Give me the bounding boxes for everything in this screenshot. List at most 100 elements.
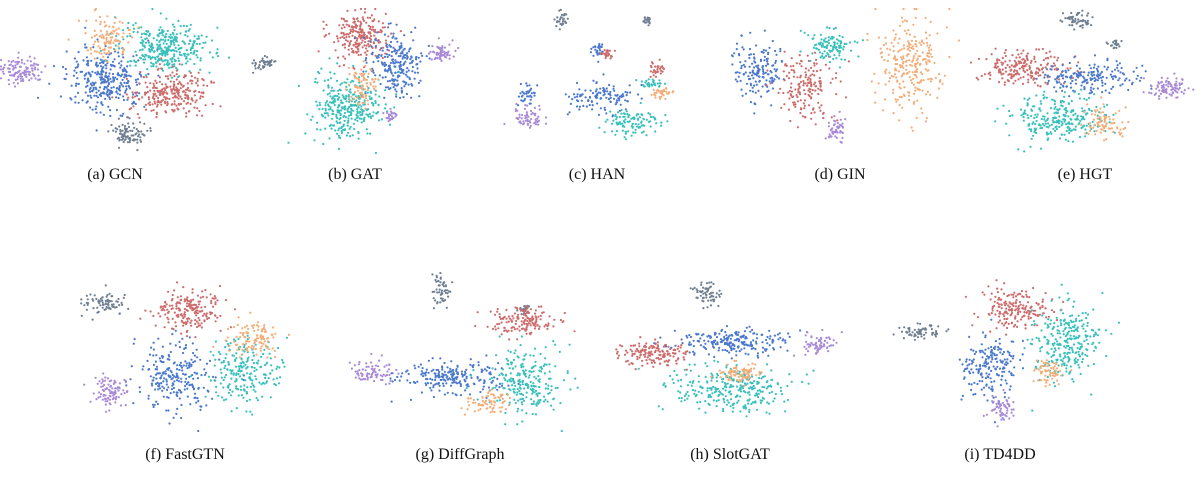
point	[200, 91, 203, 94]
point	[361, 112, 364, 115]
point	[928, 34, 931, 37]
point	[1063, 80, 1067, 83]
point	[1054, 105, 1057, 109]
point	[1037, 74, 1040, 77]
point	[156, 43, 159, 46]
point	[656, 89, 659, 92]
point	[525, 111, 528, 114]
point	[176, 364, 179, 367]
point	[1002, 104, 1005, 107]
point	[618, 99, 621, 102]
point	[204, 289, 207, 292]
point	[1116, 66, 1119, 69]
point	[538, 108, 541, 111]
point	[938, 73, 941, 76]
point	[649, 75, 652, 78]
point	[797, 90, 800, 94]
point	[427, 44, 430, 48]
point	[810, 112, 813, 115]
point	[164, 370, 167, 373]
point	[1124, 126, 1127, 129]
point	[207, 316, 210, 320]
point	[608, 97, 611, 100]
point	[614, 133, 617, 136]
point	[128, 136, 131, 139]
point	[140, 36, 143, 39]
point	[1063, 133, 1066, 136]
point	[375, 112, 378, 115]
point	[915, 76, 918, 79]
point	[832, 48, 835, 51]
point	[835, 136, 838, 139]
point	[85, 85, 88, 88]
point	[173, 63, 176, 66]
point	[126, 141, 130, 144]
point	[916, 87, 919, 90]
point	[892, 88, 895, 91]
point	[977, 78, 980, 81]
point	[818, 51, 822, 54]
point	[122, 38, 125, 41]
point	[1110, 75, 1113, 78]
point	[379, 48, 382, 51]
point	[1011, 54, 1014, 57]
point	[195, 314, 198, 317]
point	[901, 106, 904, 109]
point	[806, 78, 809, 81]
point	[339, 136, 342, 139]
point	[336, 121, 339, 125]
point	[383, 26, 386, 29]
point	[357, 106, 360, 109]
point	[117, 297, 120, 301]
point	[740, 88, 743, 91]
point	[596, 52, 599, 55]
point	[187, 53, 190, 56]
point	[135, 128, 138, 131]
point	[841, 131, 844, 135]
point	[1027, 81, 1030, 84]
point	[125, 77, 128, 80]
point	[152, 46, 155, 49]
point	[214, 297, 217, 300]
point	[836, 122, 839, 125]
point	[155, 39, 158, 42]
point	[1090, 113, 1093, 116]
point	[386, 46, 389, 49]
point	[1055, 111, 1058, 114]
point	[1012, 65, 1016, 68]
point	[183, 52, 186, 55]
point	[908, 98, 911, 102]
point	[924, 120, 927, 123]
point	[321, 114, 324, 117]
point	[1079, 74, 1083, 77]
point	[771, 39, 774, 43]
point	[167, 45, 170, 48]
point	[798, 54, 801, 57]
point	[897, 70, 900, 73]
point	[178, 80, 181, 83]
point	[832, 27, 836, 30]
point	[204, 41, 207, 44]
point	[150, 61, 153, 64]
point	[401, 69, 404, 72]
point	[159, 306, 162, 309]
point	[214, 320, 217, 323]
point	[1059, 73, 1062, 76]
point	[188, 110, 191, 113]
point	[415, 55, 418, 59]
point	[134, 102, 137, 106]
point	[1, 70, 4, 73]
point	[824, 63, 827, 66]
point	[926, 52, 929, 55]
point	[125, 74, 128, 77]
point	[62, 65, 65, 69]
point	[1035, 131, 1038, 135]
point	[910, 126, 913, 129]
point	[834, 135, 837, 138]
point	[165, 47, 168, 51]
point	[185, 305, 189, 308]
point	[827, 135, 830, 139]
point	[173, 83, 176, 86]
point	[354, 85, 357, 89]
point	[596, 93, 599, 96]
